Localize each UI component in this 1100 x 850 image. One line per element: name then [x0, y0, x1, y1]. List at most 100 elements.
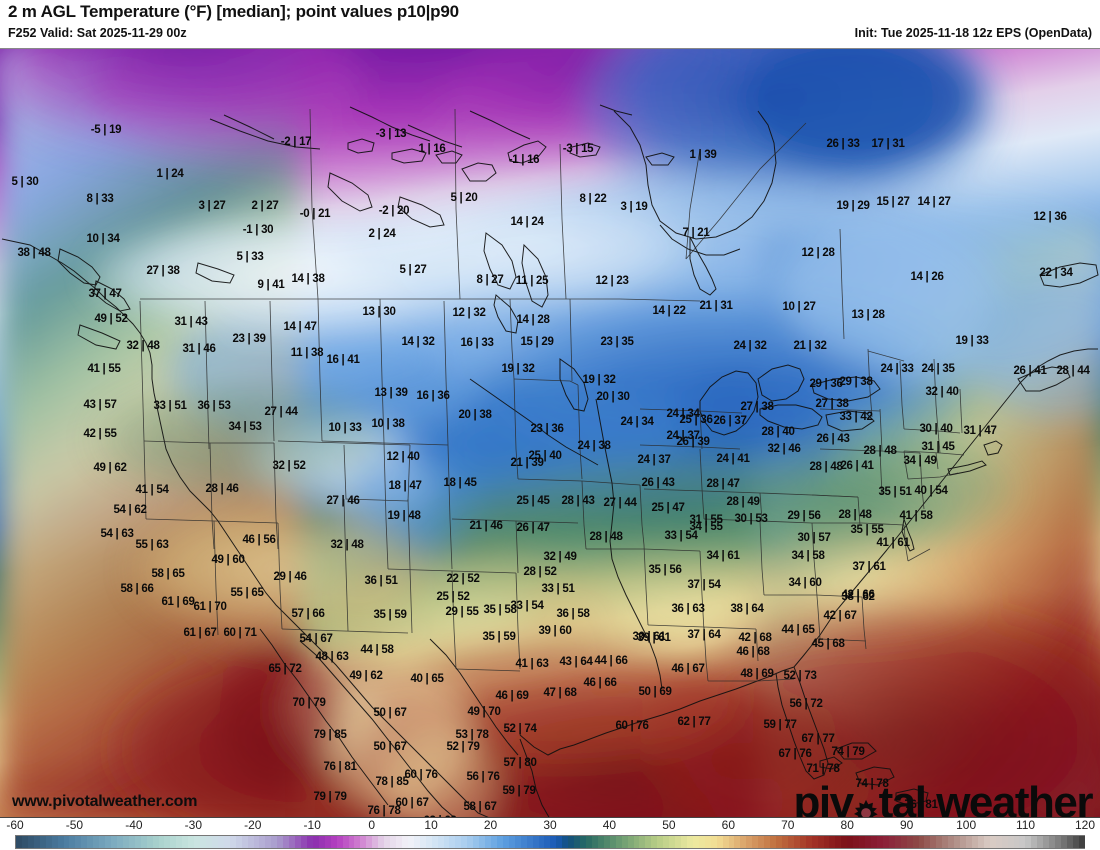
colorbar-band: [57, 836, 64, 848]
colorbar-band: [989, 836, 996, 848]
colorbar-band: [841, 836, 848, 848]
colorbar-band: [1031, 836, 1038, 848]
colorbar-band: [81, 836, 88, 848]
colorbar-band: [983, 836, 990, 848]
colorbar-tick: -60: [6, 818, 24, 832]
colorbar-band: [609, 836, 616, 848]
colorbar-band: [1001, 836, 1008, 848]
colorbar-band: [211, 836, 218, 848]
colorbar-tick: -30: [184, 818, 202, 832]
colorbar-band: [686, 836, 693, 848]
colorbar-band: [306, 836, 313, 848]
colorbar-band: [461, 836, 468, 848]
colorbar-band: [805, 836, 812, 848]
colorbar-tick: -50: [65, 818, 84, 832]
colorbar-band: [906, 836, 913, 848]
brand-text-pre: piv: [793, 778, 855, 818]
colorbar-tick: 100: [956, 818, 977, 832]
colorbar-gradient: [15, 835, 1085, 849]
colorbar-tick: 80: [840, 818, 854, 832]
colorbar-band: [960, 836, 966, 848]
colorbar-band: [473, 836, 480, 848]
colorbar-band: [485, 836, 491, 848]
colorbar-band: [99, 836, 106, 848]
colorbar-band: [580, 836, 586, 848]
colorbar-band: [324, 836, 331, 848]
colorbar-band: [354, 836, 361, 848]
colorbar-band: [378, 836, 385, 848]
colorbar-band: [247, 836, 254, 848]
colorbar-band: [514, 836, 521, 848]
colorbar-band: [419, 836, 426, 848]
colorbar-band: [336, 836, 343, 848]
valid-time-label: F252 Valid: Sat 2025-11-29 00z: [8, 26, 187, 40]
init-time-label: Init: Tue 2025-11-18 12z EPS (OpenData): [854, 26, 1092, 40]
colorbar-tick: 30: [543, 818, 557, 832]
colorbar-band: [871, 836, 877, 848]
colorbar-band: [176, 836, 183, 848]
coastlines: [1, 104, 1099, 817]
colorbar-band: [217, 836, 224, 848]
colorbar-band: [538, 836, 545, 848]
colorbar-band: [390, 836, 396, 848]
colorbar-band: [39, 836, 46, 848]
colorbar-band: [455, 836, 462, 848]
map-canvas[interactable]: -5 | 19 5 | 30 8 | 33 10 | 34 1 | 24 3 | 27 2 …: [0, 48, 1100, 818]
colorbar-band: [508, 836, 515, 848]
colorbar-band: [1078, 836, 1085, 848]
colorbar-tick: 0: [368, 818, 375, 832]
colorbar-band: [787, 836, 794, 848]
colorbar-band: [396, 836, 402, 848]
colorbar-band: [562, 836, 569, 848]
colorbar-band: [295, 836, 301, 848]
colorbar-band: [289, 836, 296, 848]
colorbar-band: [865, 836, 871, 848]
colorbar-band: [170, 836, 177, 848]
colorbar-band: [876, 836, 883, 848]
colorbar-band: [615, 836, 622, 848]
colorbar-band: [1043, 836, 1050, 848]
colorbar-band: [520, 836, 527, 848]
colorbar-band: [491, 836, 497, 848]
colorbar-band: [301, 836, 307, 848]
colorbar-band: [633, 836, 640, 848]
colorbar-band: [936, 836, 943, 848]
colorbar-band: [27, 836, 34, 848]
colorbar-band: [1007, 836, 1014, 848]
colorbar-band: [348, 836, 355, 848]
colorbar-band: [835, 836, 842, 848]
colorbar[interactable]: -60 -50 -40 -30 -20 -10 0 10 20 30 40 50 60 70 80 90 100…: [0, 818, 1100, 850]
colorbar-band: [639, 836, 646, 848]
colorbar-band: [971, 836, 978, 848]
colorbar-band: [265, 836, 272, 848]
colorbar-band: [1066, 836, 1073, 848]
colorbar-band: [407, 836, 414, 848]
colorbar-band: [591, 836, 598, 848]
colorbar-band: [45, 836, 52, 848]
gear-icon: [851, 792, 881, 817]
colorbar-band: [597, 836, 604, 848]
colorbar-band: [443, 836, 450, 848]
colorbar-band: [229, 836, 236, 848]
colorbar-band: [888, 836, 895, 848]
colorbar-band: [776, 836, 782, 848]
colorbar-band: [811, 836, 818, 848]
colorbar-band: [277, 836, 284, 848]
header: 2 m AGL Temperature (°F) [median]; point…: [0, 0, 1100, 48]
colorbar-band: [882, 836, 889, 848]
colorbar-band: [859, 836, 866, 848]
colorbar-band: [663, 836, 670, 848]
political-borders: [139, 108, 965, 682]
colorbar-band: [1061, 836, 1067, 848]
colorbar-band: [283, 836, 290, 848]
colorbar-band: [681, 836, 687, 848]
colorbar-band: [954, 836, 961, 848]
colorbar-band: [847, 836, 854, 848]
colorbar-band: [116, 836, 123, 848]
colorbar-tick: 70: [781, 818, 795, 832]
colorbar-band: [734, 836, 741, 848]
colorbar-band: [930, 836, 937, 848]
colorbar-band: [1049, 836, 1056, 848]
colorbar-band: [496, 836, 503, 848]
colorbar-band: [1013, 836, 1020, 848]
